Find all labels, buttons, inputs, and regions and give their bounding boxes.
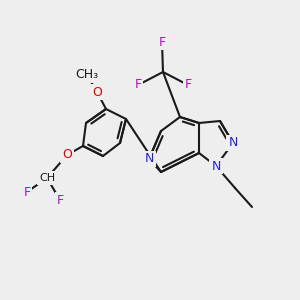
Text: F: F (134, 79, 142, 92)
Text: N: N (228, 136, 238, 149)
Text: CH: CH (39, 173, 55, 183)
Text: N: N (144, 152, 154, 166)
Text: O: O (62, 148, 72, 161)
Text: N: N (211, 160, 221, 172)
Text: F: F (56, 194, 64, 206)
Text: CH₃: CH₃ (75, 68, 99, 82)
Text: O: O (92, 85, 102, 98)
Text: F: F (23, 185, 31, 199)
Text: F: F (184, 79, 192, 92)
Text: F: F (158, 35, 166, 49)
